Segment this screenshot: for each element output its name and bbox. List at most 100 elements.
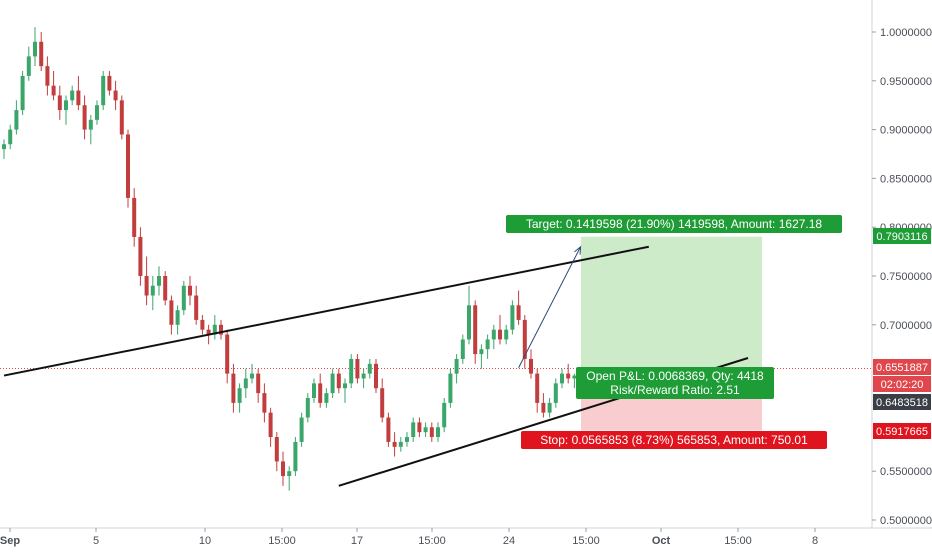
candle: [535, 368, 540, 413]
candle: [411, 417, 416, 442]
candle: [491, 324, 496, 350]
candles-layer: [2, 27, 577, 491]
candle-body: [237, 388, 242, 403]
candle-body: [256, 373, 261, 394]
candle: [231, 363, 236, 413]
candle-body: [39, 41, 44, 67]
y-tick-label: 0.7500000: [880, 271, 932, 283]
pnl-label-bg: [576, 367, 774, 399]
candle-body: [485, 339, 490, 350]
candle-body: [355, 358, 360, 379]
candle: [318, 373, 323, 408]
candle: [442, 398, 447, 433]
price-tag-current[interactable]: 0.6551887: [873, 359, 931, 375]
candle: [429, 422, 434, 442]
target-label[interactable]: Target: 0.1419598 (21.90%) 1419598, Amou…: [506, 215, 842, 233]
x-tick-label: 5: [93, 535, 99, 547]
candle-body: [299, 417, 304, 442]
candle: [355, 354, 360, 384]
candle: [212, 315, 217, 340]
candle-body: [491, 329, 496, 340]
price-tag-stop[interactable]: 0.5917665: [873, 423, 931, 439]
candle-body: [262, 393, 267, 413]
candle: [417, 417, 422, 438]
candle: [243, 368, 248, 398]
candle-body: [460, 339, 465, 359]
candle-body: [380, 388, 385, 418]
candle: [448, 368, 453, 408]
candle: [157, 266, 161, 296]
price-tag-countdown[interactable]: 02:02:20: [873, 376, 931, 392]
candle: [547, 398, 552, 418]
candle-body: [8, 129, 13, 145]
candle-body: [188, 285, 192, 296]
candle-body: [498, 329, 502, 340]
candle: [250, 363, 254, 384]
candle-body: [510, 305, 515, 330]
candle-body: [268, 412, 273, 438]
candle: [70, 85, 75, 106]
candle-body: [473, 305, 478, 355]
candle: [150, 276, 155, 311]
candle: [485, 334, 490, 359]
pnl-label[interactable]: Open P&L: 0.0068369, Qty: 4418Risk/Rewar…: [576, 367, 774, 399]
candle: [560, 368, 564, 389]
candle-body: [175, 310, 180, 325]
candle-body: [95, 105, 99, 120]
candle: [572, 373, 577, 389]
candle: [553, 378, 558, 408]
projection-arrow[interactable]: [518, 246, 582, 368]
candle-body: [194, 295, 199, 320]
candle-body: [101, 75, 106, 106]
stop-label[interactable]: Stop: 0.0565853 (8.73%) 565853, Amount: …: [521, 431, 827, 449]
candle-body: [169, 300, 174, 325]
candle: [188, 276, 192, 306]
candle: [330, 368, 335, 398]
candle-body: [529, 358, 533, 374]
price-tag-bg: [873, 228, 931, 244]
candle: [262, 383, 267, 423]
candle: [144, 256, 149, 306]
candle: [20, 71, 25, 115]
candle-body: [566, 373, 571, 379]
profit-zone[interactable]: [581, 236, 762, 376]
position-labels[interactable]: Target: 0.1419598 (21.90%) 1419598, Amou…: [506, 215, 842, 449]
x-tick-label: 15:00: [268, 535, 296, 547]
candle-body: [504, 329, 509, 340]
channel-line-upper[interactable]: [3, 245, 649, 377]
candle-body: [57, 95, 62, 111]
price-tag-entry[interactable]: 0.6483518: [873, 394, 931, 410]
candle: [107, 71, 112, 96]
candle-body: [51, 85, 56, 96]
candle-body: [541, 402, 546, 413]
candle-body: [553, 383, 558, 403]
candle-body: [287, 471, 292, 477]
candle-body: [417, 422, 422, 433]
candle-body: [479, 349, 484, 355]
price-tag-text: 0.6551887: [876, 362, 928, 374]
candle: [498, 315, 502, 345]
candle: [2, 139, 6, 159]
candle-body: [119, 100, 124, 135]
price-tag-text: 0.6483518: [876, 397, 928, 409]
candle-body: [398, 441, 403, 447]
candle-body: [113, 90, 118, 101]
candle: [423, 422, 428, 438]
candle: [95, 100, 99, 125]
candle: [312, 378, 316, 403]
candle: [51, 71, 56, 101]
candle: [473, 300, 478, 364]
candle-body: [312, 383, 316, 398]
candle-body: [76, 90, 81, 106]
candle-body: [132, 197, 137, 237]
candle-body: [367, 363, 372, 374]
y-tick-label: 1.0000000: [880, 27, 932, 39]
price-tag-target[interactable]: 0.7903116: [873, 228, 931, 244]
candle: [57, 85, 62, 120]
candle-body: [64, 100, 68, 111]
candle: [225, 329, 230, 384]
candle-body: [423, 427, 428, 433]
